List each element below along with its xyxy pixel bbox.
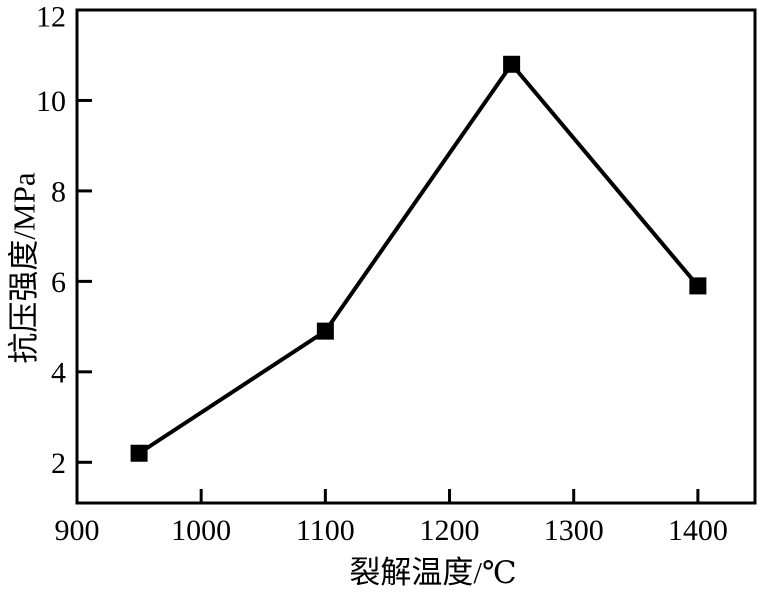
- y-tick-label: 8: [51, 175, 66, 208]
- plot-frame: [75, 8, 757, 505]
- x-tick-label: 1300: [544, 514, 604, 547]
- y-tick-label: 10: [36, 85, 66, 118]
- data-point-marker: [130, 444, 148, 462]
- x-tick-label: 1000: [171, 514, 231, 547]
- x-tick-label: 1200: [420, 514, 480, 547]
- data-point-marker: [689, 277, 707, 295]
- x-tick-label: 1400: [668, 514, 728, 547]
- y-axis-label: 抗压强度/MPa: [7, 172, 42, 363]
- data-point-marker: [503, 55, 521, 73]
- y-tick-label: 2: [51, 447, 66, 480]
- x-tick-label: 900: [55, 514, 100, 547]
- y-tick-label: 4: [51, 356, 66, 389]
- data-point-marker: [316, 322, 334, 340]
- x-axis-label: 裂解温度/℃: [349, 555, 516, 590]
- y-tick-label: 12: [36, 1, 66, 34]
- data-series-line: [137, 60, 700, 455]
- x-tick-label: 1100: [296, 514, 355, 547]
- y-tick-label: 6: [51, 266, 66, 299]
